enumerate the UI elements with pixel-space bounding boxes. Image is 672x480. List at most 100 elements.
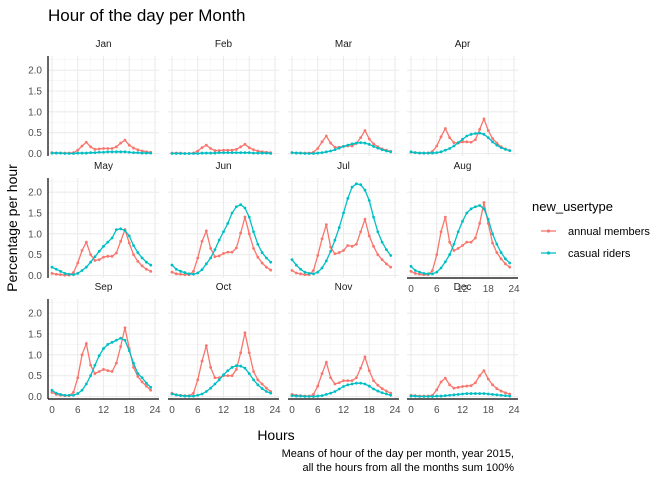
data-point-casual — [456, 393, 460, 396]
x-tick-label: 12 — [218, 405, 230, 416]
data-point-casual — [456, 230, 460, 234]
panel-mar: Mar — [288, 39, 399, 156]
data-point-annual — [209, 147, 213, 150]
data-point-casual — [174, 393, 178, 397]
y-tick-label: 0.5 — [28, 250, 42, 261]
data-point-casual — [499, 251, 503, 254]
data-point-casual — [76, 272, 80, 275]
data-point-annual — [389, 391, 393, 395]
data-point-annual — [54, 272, 58, 276]
data-point-casual — [230, 211, 234, 215]
data-point-casual — [204, 390, 208, 393]
data-point-casual — [495, 242, 499, 246]
data-point-casual — [200, 268, 204, 272]
data-point-casual — [359, 183, 363, 187]
x-tick-label: 24 — [389, 405, 401, 416]
data-point-casual — [337, 226, 341, 229]
data-point-casual — [482, 207, 486, 211]
data-point-annual — [226, 250, 230, 254]
data-point-casual — [461, 219, 464, 223]
x-tick-label: 18 — [483, 284, 495, 295]
data-point-casual — [307, 395, 311, 398]
x-tick-label: 18 — [124, 405, 136, 416]
data-point-casual — [187, 394, 191, 398]
data-point-casual — [230, 365, 234, 369]
data-point-casual — [243, 151, 247, 155]
x-tick-label: 6 — [195, 405, 201, 416]
data-point-annual — [140, 149, 144, 153]
data-point-casual — [320, 394, 324, 398]
data-point-casual — [97, 150, 101, 154]
data-point-annual — [448, 383, 452, 387]
y-tick-label: 0.0 — [28, 392, 42, 403]
data-point-annual — [504, 391, 507, 395]
data-point-annual — [183, 273, 187, 277]
data-point-annual — [363, 355, 367, 359]
data-point-annual — [508, 392, 512, 396]
data-point-casual — [316, 270, 320, 274]
data-point-annual — [346, 244, 350, 247]
data-point-casual — [294, 394, 298, 398]
data-point-annual — [367, 369, 371, 373]
panel-title: Jun — [215, 161, 231, 172]
data-point-annual — [204, 229, 208, 233]
data-point-casual — [114, 228, 118, 232]
data-point-annual — [106, 369, 110, 373]
series-line-annual — [291, 129, 391, 154]
data-point-casual — [473, 392, 477, 395]
data-point-casual — [170, 263, 174, 267]
data-point-casual — [354, 381, 358, 385]
data-point-annual — [243, 331, 247, 335]
data-point-annual — [84, 140, 88, 144]
data-point-casual — [170, 392, 174, 396]
data-point-casual — [145, 151, 148, 155]
data-point-casual — [439, 394, 443, 398]
data-point-casual — [269, 152, 273, 155]
data-point-annual — [89, 253, 93, 257]
data-point-annual — [127, 241, 131, 245]
data-point-annual — [316, 254, 320, 257]
chart-title: Hour of the day per Month — [48, 6, 246, 25]
data-point-casual — [200, 151, 204, 155]
data-point-annual — [359, 136, 363, 140]
data-point-annual — [413, 272, 417, 275]
data-point-casual — [294, 263, 298, 267]
data-point-casual — [461, 137, 464, 141]
data-point-annual — [106, 254, 110, 258]
data-point-annual — [372, 244, 375, 248]
data-point-annual — [385, 262, 388, 266]
panel-title: Nov — [335, 282, 353, 293]
data-point-annual — [140, 380, 144, 384]
data-point-casual — [452, 393, 456, 397]
data-point-casual — [333, 238, 337, 242]
data-point-annual — [482, 369, 486, 373]
data-point-casual — [435, 394, 439, 398]
data-point-annual — [170, 270, 174, 274]
data-point-casual — [127, 150, 131, 154]
data-point-casual — [204, 151, 208, 155]
data-point-casual — [307, 272, 311, 275]
data-point-annual — [469, 384, 473, 388]
data-point-casual — [504, 257, 507, 261]
data-point-annual — [491, 241, 494, 245]
data-point-casual — [93, 363, 97, 367]
data-point-casual — [486, 136, 490, 140]
data-point-casual — [50, 265, 54, 269]
data-point-casual — [290, 394, 294, 398]
data-point-casual — [346, 143, 350, 147]
series-line-casual — [171, 365, 271, 397]
data-point-annual — [495, 141, 499, 145]
series-line-casual — [291, 142, 391, 155]
data-point-casual — [119, 336, 123, 340]
data-point-annual — [145, 267, 148, 271]
data-point-casual — [422, 272, 426, 275]
data-point-casual — [192, 272, 195, 276]
data-point-annual — [359, 366, 363, 370]
data-point-annual — [179, 272, 182, 276]
data-point-annual — [372, 379, 375, 383]
data-point-casual — [252, 378, 255, 382]
x-tick-label: 24 — [508, 284, 520, 295]
data-point-annual — [222, 148, 225, 152]
data-point-casual — [435, 270, 439, 274]
x-tick-label: 0 — [49, 405, 55, 416]
